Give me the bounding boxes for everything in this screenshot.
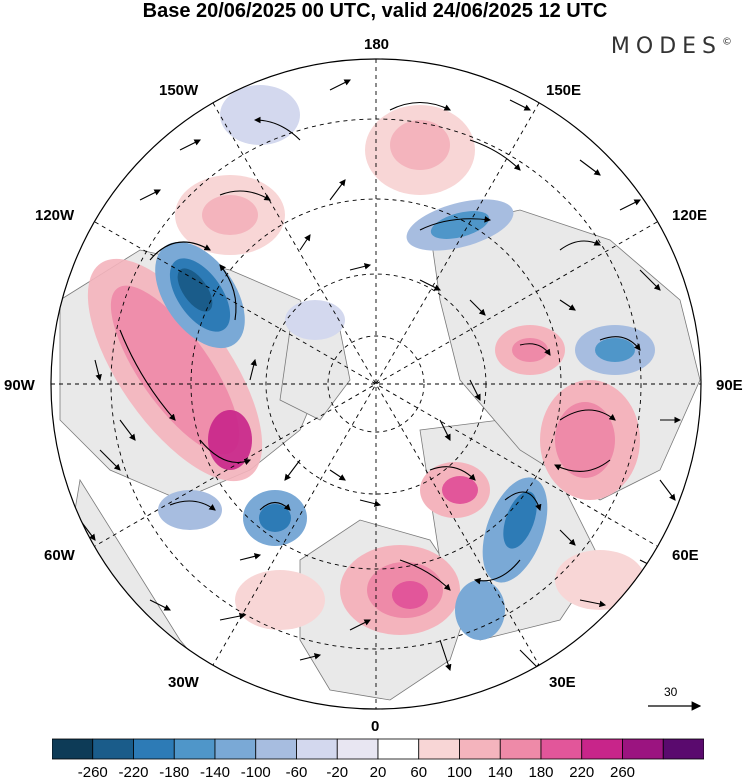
lon-label-90e: 90E: [716, 377, 743, 394]
colorbar-tick-label: -60: [285, 764, 308, 781]
lon-label-90w: 90W: [4, 377, 35, 394]
colorbar-tick-label: 260: [609, 764, 636, 781]
colorbar-swatch: [214, 738, 257, 760]
lon-label-150w: 150W: [159, 82, 199, 99]
lon-label-180: 180: [364, 36, 390, 53]
lon-label-60w: 60W: [44, 547, 75, 564]
colorbar-tick-label: 20: [369, 764, 387, 781]
lon-label-150e: 150E: [546, 82, 582, 99]
colorbar-swatch: [255, 738, 297, 760]
colorbar-tick-label: -260: [77, 764, 108, 781]
colorbar-tick-label: -180: [159, 764, 190, 781]
modes-logo-mark: ©: [722, 36, 732, 48]
colorbar-swatch: [622, 738, 664, 760]
chart-title: Base 20/06/2025 00 UTC, valid 24/06/2025…: [142, 0, 608, 22]
colorbar-tick-label: 60: [410, 764, 428, 781]
colorbar-swatch: [459, 738, 501, 760]
colorbar-swatch: [581, 738, 623, 760]
reference-vector-label: 30: [664, 685, 678, 699]
modes-logo-text: MODES: [610, 34, 722, 59]
reference-vector-arrow: [648, 701, 702, 711]
colorbar-tick-label: 180: [528, 764, 554, 781]
lon-label-30w: 30W: [168, 674, 199, 691]
lon-label-30e: 30E: [549, 674, 576, 691]
lon-label-60e: 60E: [672, 547, 699, 564]
modes-logo: MODES©: [611, 34, 732, 59]
colorbar-swatch: [662, 738, 704, 760]
colorbar-tick-label: 220: [569, 764, 595, 781]
colorbar-tick-label: 140: [487, 764, 513, 781]
graticule: [51, 59, 701, 709]
colorbar-swatch: [336, 738, 379, 760]
colorbar-swatch: [377, 738, 420, 760]
colorbar-swatch: [133, 738, 175, 760]
map-disk: [51, 59, 701, 709]
lon-label-120e: 120E: [672, 207, 708, 224]
lon-label-120w: 120W: [35, 207, 75, 224]
colorbar-swatch: [418, 738, 460, 760]
colorbar-swatch: [52, 738, 94, 760]
colorbar-tick-label: 100: [446, 764, 473, 781]
colorbar-tick-label: -140: [199, 764, 231, 781]
colorbar-swatch: [173, 738, 216, 760]
colorbar-tick-label: -220: [118, 764, 149, 781]
colorbar-tick-label: -100: [240, 764, 271, 781]
colorbar-swatch: [540, 738, 583, 760]
colorbar-tick-label: -20: [326, 764, 349, 781]
lon-label-0: 0: [371, 718, 380, 735]
colorbar-swatch: [499, 738, 542, 760]
colorbar: [52, 738, 704, 760]
colorbar-swatch: [92, 738, 134, 760]
map-border: [50, 58, 702, 710]
colorbar-swatch: [296, 738, 338, 760]
